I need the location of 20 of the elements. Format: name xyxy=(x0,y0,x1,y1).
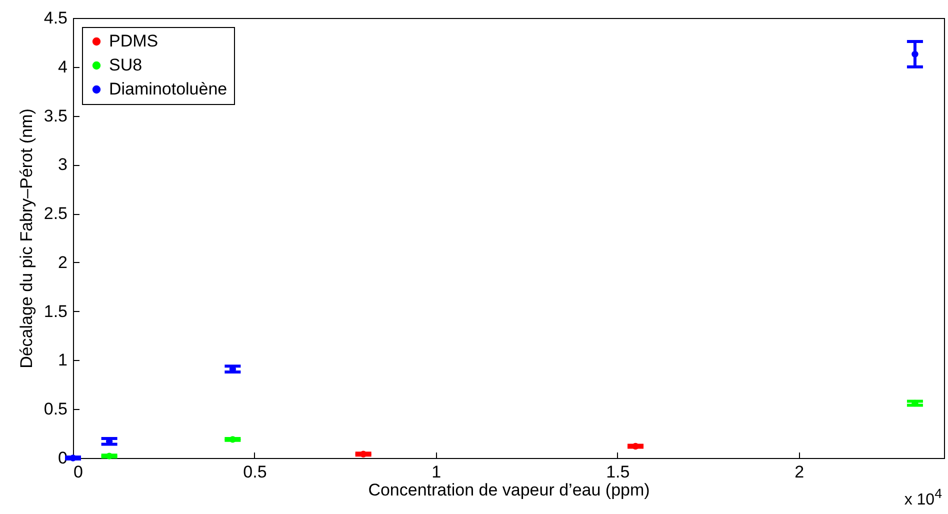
x-tick-label: 0.5 xyxy=(243,462,267,482)
y-tick-label: 1 xyxy=(58,350,68,370)
y-axis-title: Décalage du pic Fabry–Pérot (nm) xyxy=(16,108,36,368)
y-tick-label: 2 xyxy=(58,252,68,272)
legend-label: Diaminotoluène xyxy=(109,80,228,98)
y-tick-label: 3.5 xyxy=(44,106,68,126)
x-axis-title: Concentration de vapeur d’eau (ppm) xyxy=(368,480,650,500)
y-tick-label: 1.5 xyxy=(44,302,68,321)
y-tick-label: 4.5 xyxy=(44,8,68,28)
x-tick-label: 1.5 xyxy=(606,462,630,482)
legend-label: SU8 xyxy=(109,56,142,74)
x-tick-label: 0 xyxy=(74,462,83,482)
text: x 10$^{4}$ xyxy=(904,486,942,510)
y-tick-label: 2.5 xyxy=(44,204,68,224)
legend-label: PDMS xyxy=(109,32,158,50)
x-tick-label: 2 xyxy=(794,462,804,482)
y-tick-label: 0.5 xyxy=(44,400,68,419)
x-tick-label: 1 xyxy=(432,462,442,482)
y-tick-label: 4 xyxy=(58,57,68,76)
y-tick-label: 3 xyxy=(58,155,68,174)
